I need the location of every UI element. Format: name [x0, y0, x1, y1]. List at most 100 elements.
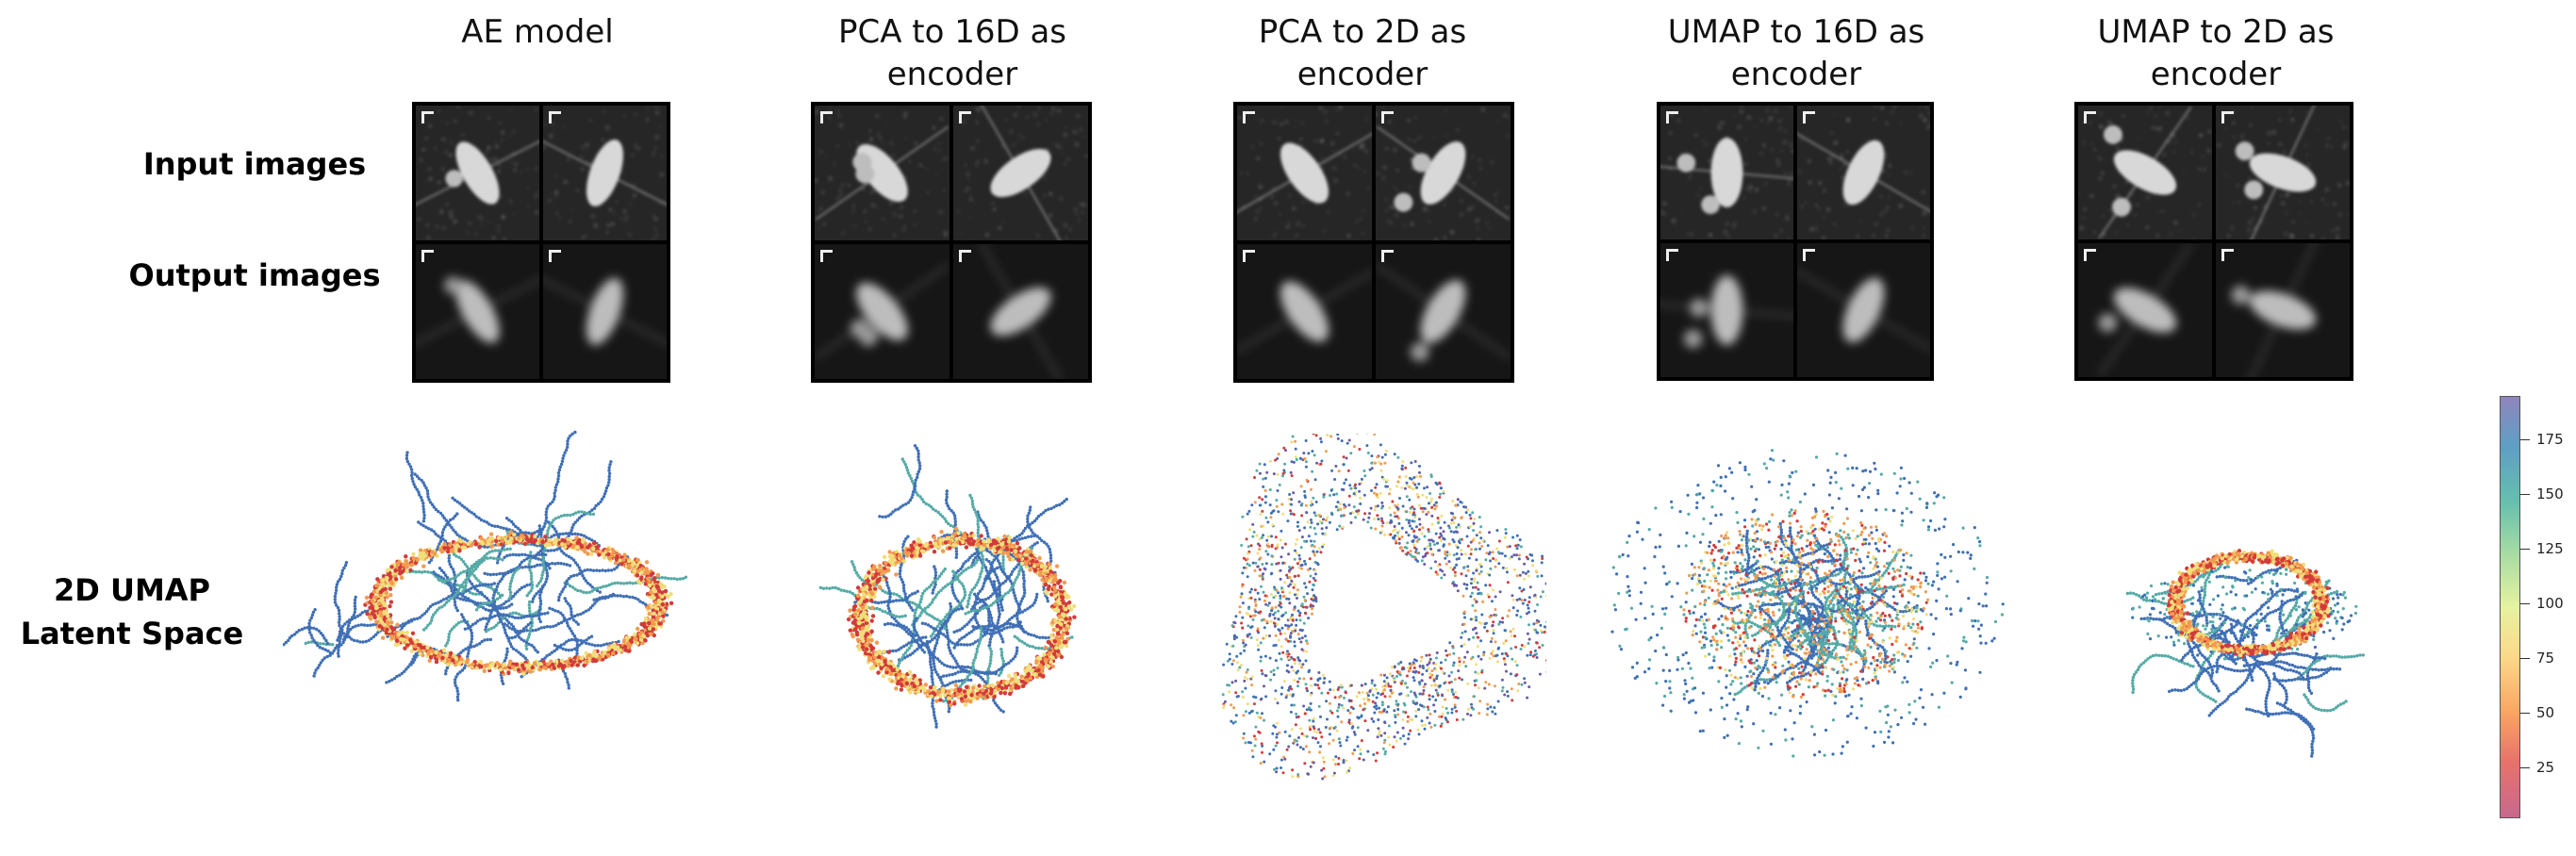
- scatter-point: [634, 636, 638, 642]
- scatter-point: [587, 636, 591, 640]
- scatter-point: [458, 502, 462, 505]
- scatter-point: [534, 628, 537, 633]
- scatter-point: [292, 633, 297, 636]
- scatter-point: [504, 517, 509, 520]
- scatter-point: [415, 617, 420, 620]
- scatter-point: [619, 582, 623, 585]
- scatter-point: [514, 552, 518, 557]
- scatter-point: [442, 570, 446, 575]
- scatter-point: [681, 577, 685, 581]
- scatter-point: [454, 675, 458, 679]
- scatter-point: [953, 683, 959, 688]
- output-image-tile: [416, 244, 539, 379]
- scatter-point: [910, 479, 915, 484]
- scatter-point: [552, 519, 555, 522]
- scatter-point: [1026, 517, 1030, 521]
- scatter-point: [613, 594, 617, 598]
- scatter-point: [483, 594, 487, 599]
- scatter-point: [566, 445, 570, 450]
- scatter-point: [575, 573, 579, 577]
- scatter-point: [919, 597, 923, 601]
- scatter-point: [373, 595, 378, 600]
- scatter-point: [528, 609, 532, 613]
- scatter-point: [953, 519, 957, 524]
- scatter-point: [926, 623, 931, 627]
- scatter-point: [955, 629, 959, 633]
- scatter-point: [458, 585, 462, 589]
- scatter-point: [534, 648, 537, 652]
- scatter-point: [340, 571, 344, 576]
- scatter-point: [530, 565, 534, 568]
- scatter-point: [903, 595, 908, 599]
- scatter-point: [583, 568, 586, 572]
- scatter-point: [337, 608, 341, 613]
- scatter-point: [954, 552, 959, 556]
- scatter-point: [684, 575, 688, 579]
- scatter-point: [914, 608, 918, 612]
- scatter-point: [976, 522, 980, 526]
- corner-marker-icon: [1381, 111, 1394, 123]
- scatter-point: [552, 624, 555, 629]
- scatter-point: [936, 510, 940, 515]
- scatter-point: [902, 656, 907, 660]
- scatter-point: [372, 634, 376, 639]
- scatter-point: [462, 617, 467, 622]
- scatter-point: [498, 571, 502, 576]
- scatter-point: [931, 681, 934, 684]
- scatter-point: [900, 578, 903, 582]
- scatter-point: [546, 549, 550, 552]
- scatter-point: [639, 570, 644, 575]
- scatter-point: [508, 547, 512, 551]
- scatter-point: [970, 502, 975, 506]
- scatter-point: [475, 643, 479, 647]
- scatter-point: [636, 579, 641, 584]
- scatter-point: [375, 577, 380, 582]
- scatter-point: [539, 576, 544, 580]
- scatter-point: [637, 632, 642, 636]
- scatter-point: [988, 610, 992, 615]
- scatter-point: [603, 492, 607, 496]
- scatter-point: [971, 665, 975, 668]
- column-title-pca-16d: PCA to 16D as encoder: [754, 11, 1150, 96]
- scatter-point: [570, 610, 573, 614]
- scatter-point: [441, 648, 447, 652]
- scatter-point: [523, 531, 528, 535]
- scatter-point: [899, 566, 902, 569]
- scatter-point: [654, 584, 659, 589]
- scatter-point: [556, 610, 560, 614]
- scatter-point: [454, 575, 458, 579]
- scatter-point: [913, 611, 917, 615]
- scatter-point: [346, 624, 351, 628]
- scatter-point: [514, 524, 518, 529]
- scatter-point: [493, 614, 497, 618]
- scatter-point: [465, 660, 470, 665]
- scatter-point: [404, 554, 408, 559]
- scatter-point: [537, 608, 542, 612]
- scatter-point: [878, 564, 883, 568]
- scatter-point: [535, 553, 538, 557]
- corner-marker-icon: [1243, 250, 1255, 262]
- scatter-point: [577, 566, 581, 569]
- scatter-point: [468, 599, 471, 602]
- scatter-point: [582, 611, 586, 615]
- scatter-point: [507, 636, 511, 640]
- scatter-point: [504, 600, 508, 603]
- scatter-point: [383, 602, 388, 608]
- scatter-point: [956, 670, 960, 674]
- scatter-point: [388, 593, 393, 598]
- scatter-point: [569, 658, 573, 664]
- scatter-point: [954, 597, 958, 601]
- scatter-point: [524, 644, 528, 648]
- scatter-point: [563, 451, 567, 454]
- scatter-point: [497, 604, 501, 608]
- scatter-point: [933, 585, 936, 589]
- scatter-point: [1034, 634, 1039, 639]
- scatter-point: [644, 602, 648, 606]
- scatter-point: [1065, 497, 1068, 502]
- scatter-point: [582, 590, 586, 594]
- scatter-point: [604, 584, 608, 588]
- scatter-point: [539, 530, 543, 534]
- scatter-point: [322, 642, 325, 646]
- scatter-point: [482, 602, 486, 606]
- scatter-point: [338, 630, 342, 634]
